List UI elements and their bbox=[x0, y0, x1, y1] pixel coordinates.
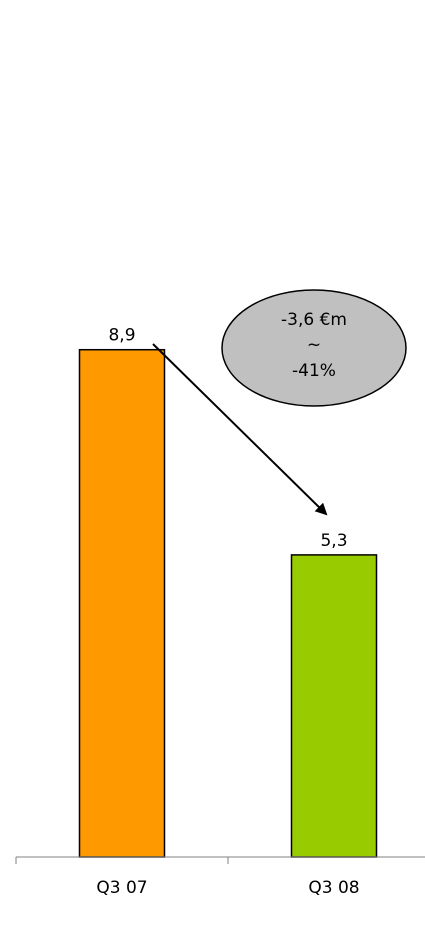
bar-q3-08 bbox=[290, 554, 378, 858]
change-annotation-line-2: ~ bbox=[307, 335, 321, 355]
change-annotation-line-3: -41% bbox=[292, 361, 336, 381]
change-arrow bbox=[152, 343, 328, 516]
category-label-q3-08: Q3 08 bbox=[308, 878, 359, 898]
value-label-q3-07: 8,9 bbox=[108, 326, 135, 346]
change-annotation-ellipse bbox=[221, 289, 407, 407]
category-label-q3-07: Q3 07 bbox=[96, 878, 147, 898]
value-label-q3-08: 5,3 bbox=[320, 531, 347, 551]
bar-q3-07 bbox=[78, 348, 166, 858]
change-annotation-line-1: -3,6 €m bbox=[281, 310, 347, 330]
